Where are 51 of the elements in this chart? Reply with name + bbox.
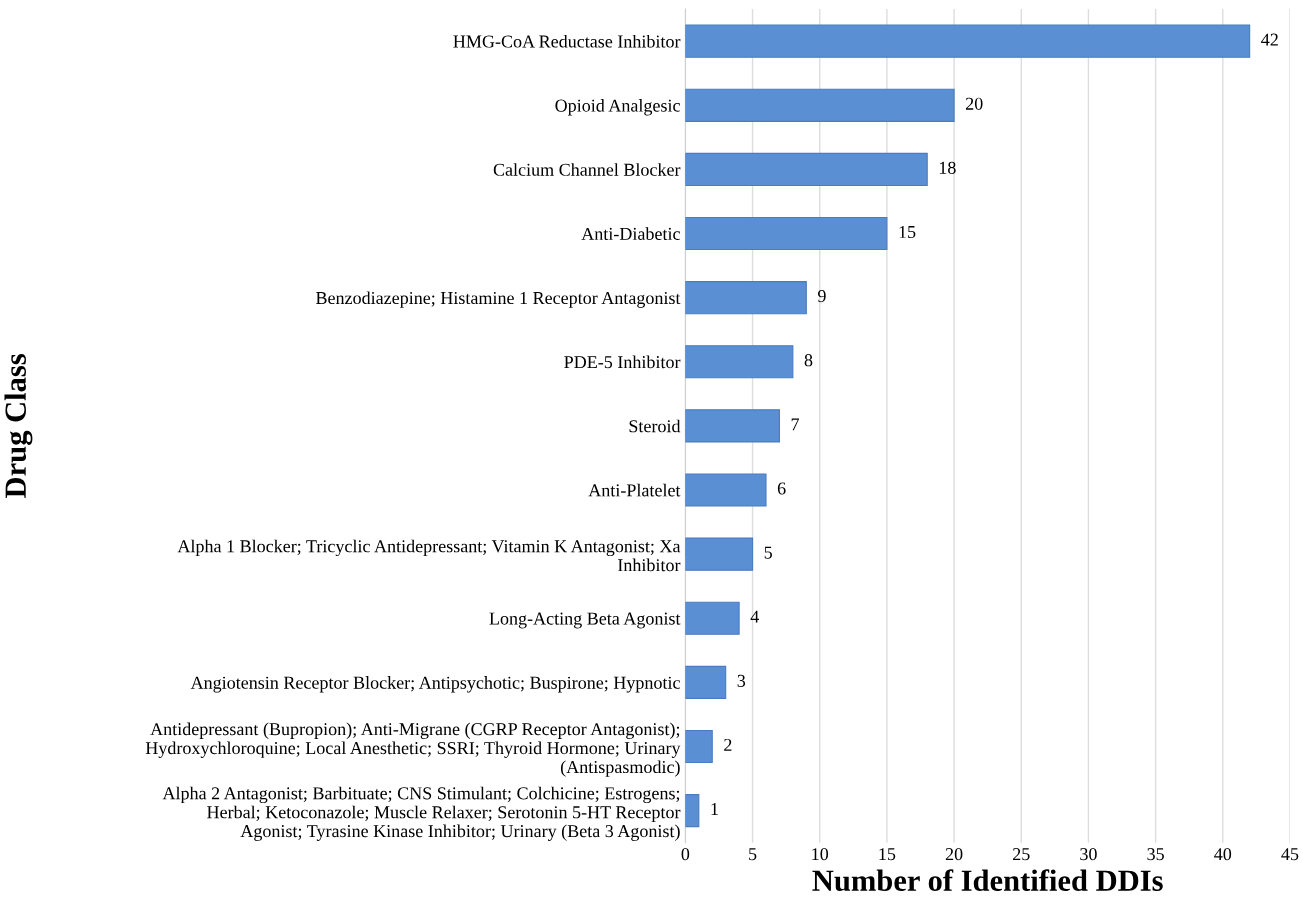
- bar: [685, 473, 767, 507]
- data-label: 5: [764, 546, 772, 559]
- x-tick-label: 10: [812, 848, 829, 861]
- bar: [685, 216, 888, 251]
- data-label: 4: [750, 610, 759, 623]
- x-tick-label: 25: [1013, 848, 1030, 861]
- bar: [685, 665, 727, 699]
- y-tick-label: Anti-Platelet: [588, 483, 681, 497]
- bar: [685, 794, 700, 828]
- bar: [685, 88, 955, 122]
- data-label: 20: [965, 97, 983, 110]
- x-tick-label: 0: [681, 848, 690, 861]
- y-tick-label: Calcium Channel Blocker: [493, 163, 681, 176]
- bar: [685, 537, 754, 571]
- x-tick-label: 35: [1147, 848, 1164, 861]
- y-tick-label: Angiotensin Receptor Blocker; Antipsychotic; Buspirone; Hypnotic: [190, 676, 680, 693]
- x-tick-label: 45: [1281, 848, 1299, 861]
- data-label: 2: [724, 738, 732, 751]
- y-tick-label: HMG-CoA Reductase Inhibitor: [453, 34, 681, 48]
- data-label: 18: [939, 161, 956, 174]
- y-tick-label: Antidepressant (Bupropion); Anti-Migrane (CGRP Receptor Antagonist); Hydroxychloroquine; Local Anesthetic; SSRI; Thyroid Hormone; Urinary (Antispasmodic): [145, 722, 681, 777]
- y-tick-label: Benzodiazepine; Histamine 1 Receptor Antagonist: [315, 291, 681, 308]
- x-tick-label: 15: [879, 848, 896, 861]
- data-label: 42: [1261, 33, 1278, 46]
- bar: [685, 152, 928, 186]
- data-label: 1: [711, 803, 718, 815]
- y-tick-label: Steroid: [629, 419, 681, 433]
- y-axis-title: Drug Class: [4, 354, 33, 498]
- y-tick-label: Alpha 1 Blocker; Tricyclic Antidepressant; Vitamin K Antagonist; Xa Inhibitor: [177, 539, 681, 572]
- bar: [685, 729, 713, 764]
- x-axis-title: Number of Identified DDIs: [812, 869, 1163, 892]
- bar: [685, 281, 807, 315]
- y-tick-label: Anti-Diabetic: [581, 227, 680, 240]
- y-tick-label: PDE-5 Inhibitor: [564, 355, 681, 369]
- data-label: 7: [791, 418, 800, 431]
- bar: [685, 345, 794, 379]
- x-tick-label: 30: [1080, 848, 1097, 861]
- x-tick-label: 20: [945, 848, 963, 861]
- x-tick-label: 5: [749, 848, 757, 861]
- x-tick-label: 40: [1214, 848, 1232, 861]
- y-tick-label: Long-Acting Beta Agonist: [489, 612, 681, 629]
- data-label: 9: [817, 290, 826, 303]
- data-label: 15: [899, 225, 916, 239]
- data-label: 8: [804, 354, 813, 367]
- bar: [685, 24, 1251, 58]
- data-label: 6: [777, 482, 786, 495]
- bar: [685, 601, 740, 635]
- y-tick-label: Opioid Analgesic: [555, 99, 680, 116]
- y-tick-label: Alpha 2 Antagonist; Barbituate; CNS Stimulant; Colchicine; Estrogens; Herbal; Ketoconazole; Muscle Relaxer; Serotonin 5-HT Receptor Agonist; Tyrasine Kinase Inhibitor; Urinary (Beta 3 Agonist): [162, 786, 681, 841]
- data-label: 3: [737, 674, 746, 687]
- bar: [685, 409, 780, 443]
